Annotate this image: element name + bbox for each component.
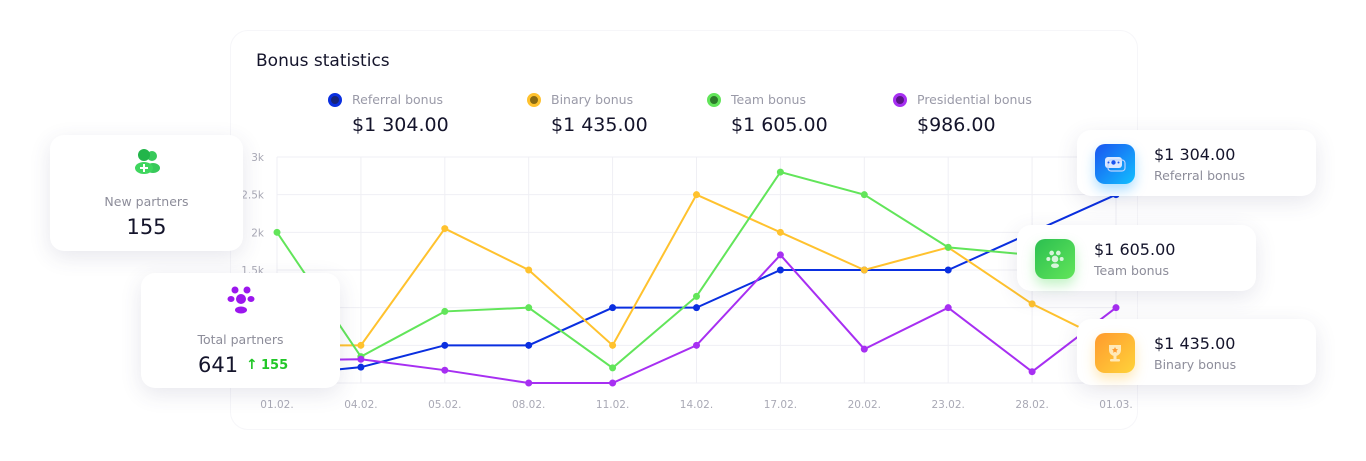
team-bonus-point — [776, 168, 784, 176]
presidential-bonus-point — [776, 251, 784, 259]
team-bonus-point — [944, 243, 952, 251]
team-bonus-point — [609, 364, 617, 372]
team-bonus-point — [860, 191, 868, 199]
binary-bonus-point — [609, 341, 617, 349]
binary-bonus-card: $1 435.00 Binary bonus — [1077, 319, 1316, 385]
legend-amount: $986.00 — [917, 114, 996, 136]
total-partners-change: 155 — [261, 358, 289, 373]
x-tick-label: 08.02. — [512, 399, 545, 411]
team-bonus-point — [273, 228, 281, 236]
bonus-label: Binary bonus — [1154, 357, 1237, 372]
legend-label: Binary bonus — [551, 92, 634, 107]
presidential-bonus-point — [609, 379, 617, 387]
binary-bonus-point — [441, 225, 449, 233]
referral-bonus-point — [441, 341, 449, 349]
legend-label: Team bonus — [731, 92, 806, 107]
presidential-bonus-point — [1112, 304, 1120, 312]
x-tick-label: 20.02. — [848, 399, 881, 411]
x-tick-label: 05.02. — [428, 399, 461, 411]
presidential-bonus-point — [525, 379, 533, 387]
team-icon — [227, 286, 255, 314]
legend-amount: $1 304.00 — [352, 114, 449, 136]
presidential-bonus-point — [441, 366, 449, 374]
x-tick-label: 01.03. — [1099, 399, 1132, 411]
presidential-bonus-point — [357, 355, 365, 363]
presidential-bonus-point — [693, 341, 700, 349]
y-tick-label: 3k — [251, 152, 265, 164]
binary-bonus-point — [357, 341, 365, 349]
legend-dot-icon — [707, 93, 721, 107]
referral-bonus-point — [693, 304, 700, 312]
legend-dot-icon — [328, 93, 342, 107]
binary-bonus-point — [860, 266, 868, 274]
page-title: Bonus statistics — [256, 51, 390, 71]
legend-label: Presidential bonus — [917, 92, 1032, 107]
new-partners-label: New partners — [104, 194, 189, 209]
new-partners-value: 155 — [126, 215, 167, 239]
arrow-up-icon: ↑ — [246, 357, 258, 373]
referral-bonus-point — [776, 266, 784, 274]
binary-bonus-point — [525, 266, 533, 274]
bonus-label: Referral bonus — [1154, 168, 1246, 183]
presidential-bonus-point — [1028, 368, 1036, 376]
binary-bonus-point — [693, 191, 700, 199]
trophy-icon — [1095, 333, 1135, 373]
x-tick-label: 04.02. — [344, 399, 377, 411]
legend-label: Referral bonus — [352, 92, 444, 107]
new-partners-card: New partners 155 — [50, 135, 243, 251]
y-tick-label: 2k — [251, 227, 265, 239]
team-icon — [1035, 239, 1075, 279]
presidential-bonus-point — [860, 345, 868, 353]
referral-bonus-point — [357, 363, 365, 371]
team-bonus-point — [525, 304, 533, 312]
binary-bonus-point — [1028, 300, 1036, 308]
bonus-amount: $1 435.00 — [1154, 334, 1236, 353]
legend-dot-icon — [527, 93, 541, 107]
team-bonus-point — [693, 292, 700, 300]
total-partners-card: Total partners 641 ↑ 155 — [141, 273, 340, 388]
bonus-amount: $1 605.00 — [1094, 240, 1176, 259]
referral-bonus-card: $1 304.00 Referral bonus — [1077, 130, 1316, 196]
y-tick-label: 2.5k — [241, 190, 265, 202]
x-tick-label: 17.02. — [764, 399, 797, 411]
presidential-bonus-point — [944, 304, 952, 312]
total-partners-label: Total partners — [197, 332, 284, 347]
bonus-label: Team bonus — [1094, 263, 1169, 278]
team-bonus-point — [441, 307, 449, 315]
total-partners-value: 641 — [198, 353, 239, 377]
x-tick-label: 01.02. — [260, 399, 293, 411]
bonus-amount: $1 304.00 — [1154, 145, 1236, 164]
legend-dot-icon — [893, 93, 907, 107]
binary-bonus-point — [776, 228, 784, 236]
x-tick-label: 23.02. — [931, 399, 964, 411]
legend-amount: $1 605.00 — [731, 114, 828, 136]
x-tick-label: 11.02. — [596, 399, 629, 411]
referral-bonus-point — [609, 304, 617, 312]
x-tick-label: 28.02. — [1015, 399, 1048, 411]
legend-amount: $1 435.00 — [551, 114, 648, 136]
team-bonus-card: $1 605.00 Team bonus — [1017, 225, 1256, 291]
users-plus-icon — [135, 149, 160, 174]
referral-bonus-point — [525, 341, 533, 349]
referral-bonus-point — [944, 266, 952, 274]
money-icon — [1095, 144, 1135, 184]
x-tick-label: 14.02. — [680, 399, 713, 411]
